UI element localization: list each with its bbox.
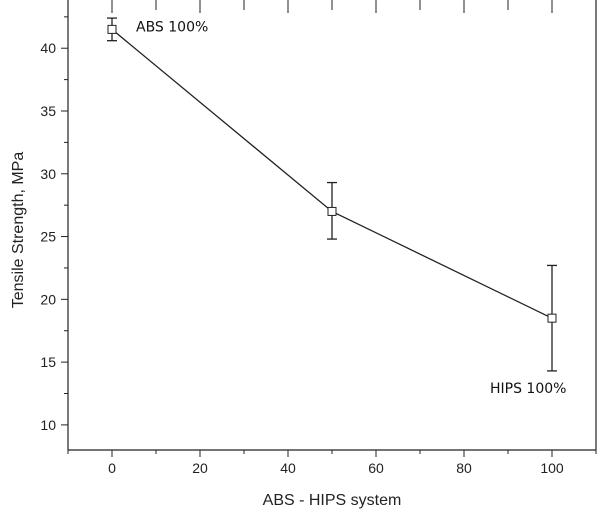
series-layer <box>107 17 557 372</box>
y-tick-label: 25 <box>40 229 56 245</box>
series-line <box>111 28 553 319</box>
y-tick-label: 40 <box>40 40 56 56</box>
y-tick-label: 10 <box>40 417 56 433</box>
data-point <box>547 313 557 323</box>
label-layer: ABS 100% HIPS 100% <box>136 19 566 397</box>
annotation-label: ABS 100% <box>136 19 208 35</box>
x-tick-label: 80 <box>456 460 472 476</box>
x-tick-label: 60 <box>368 460 384 476</box>
y-tick-label: 35 <box>40 103 56 119</box>
x-tick-label: 0 <box>108 460 116 476</box>
y-tick-label: 30 <box>40 166 56 182</box>
tick-layer: 0 20 40 60 80 100 10 15 20 25 30 35 40 <box>40 0 597 476</box>
y-tick-label: 15 <box>40 354 56 370</box>
x-tick-label: 20 <box>192 460 208 476</box>
annotation-label: HIPS 100% <box>490 381 566 397</box>
x-tick-label: 100 <box>540 460 564 476</box>
data-point <box>327 206 337 216</box>
x-axis-title: ABS - HIPS system <box>263 492 402 509</box>
data-point <box>107 24 117 34</box>
y-tick-label: 20 <box>40 291 56 307</box>
x-tick-label: 40 <box>280 460 296 476</box>
y-axis-title: Tensile Strength, MPa <box>10 152 27 309</box>
